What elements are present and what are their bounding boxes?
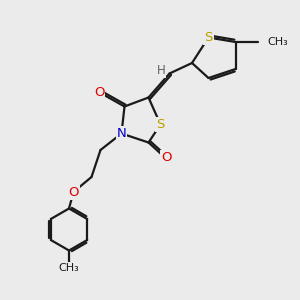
Text: O: O — [161, 151, 172, 164]
Text: S: S — [204, 31, 213, 44]
Text: O: O — [68, 185, 79, 199]
Text: O: O — [94, 86, 104, 100]
Text: N: N — [117, 127, 126, 140]
Text: S: S — [156, 118, 165, 131]
Text: H: H — [157, 64, 166, 77]
Text: CH₃: CH₃ — [58, 262, 80, 273]
Text: CH₃: CH₃ — [267, 37, 288, 47]
